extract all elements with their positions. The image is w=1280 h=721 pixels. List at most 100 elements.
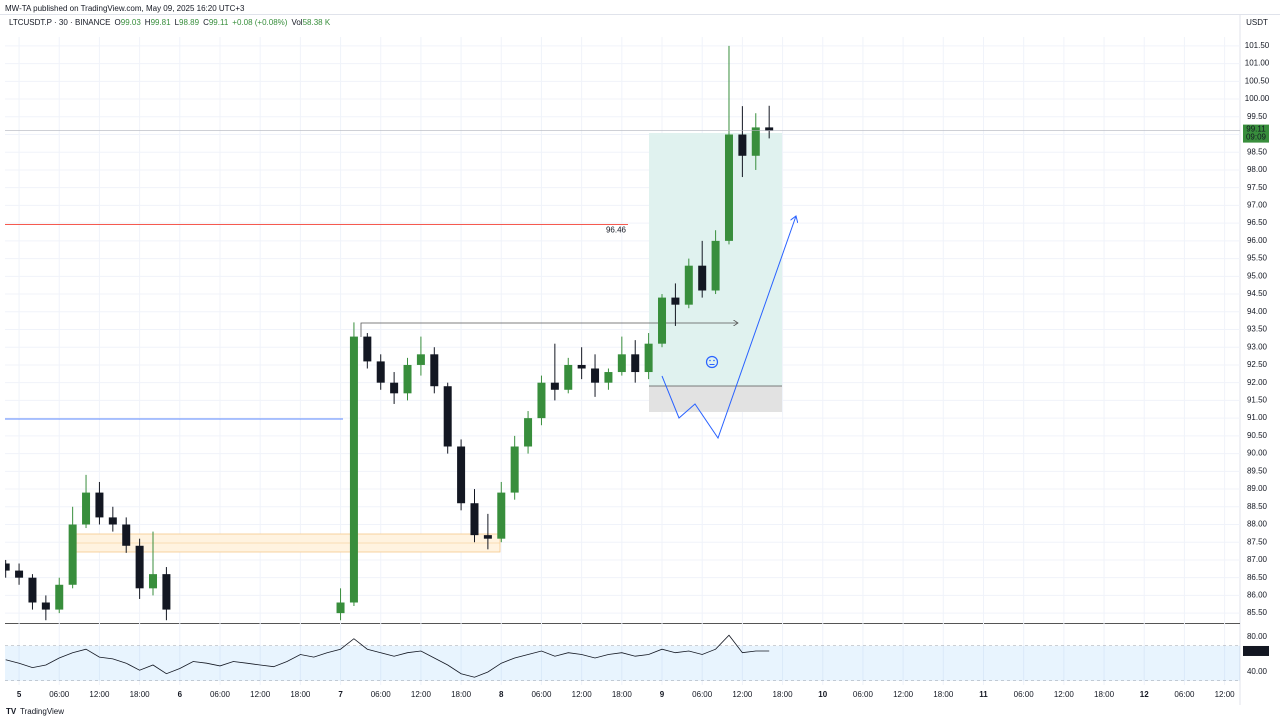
stop-zone <box>649 386 782 412</box>
candle-body <box>765 127 774 131</box>
ohlc-value: 98.89 <box>179 18 200 27</box>
candle-body <box>564 364 573 390</box>
candle-body <box>671 297 680 305</box>
x-tick-label: 06:00 <box>210 690 231 699</box>
x-tick-label: 06:00 <box>692 690 713 699</box>
candle-body <box>604 372 613 383</box>
x-tick-label: 12:00 <box>411 690 432 699</box>
legend: LTCUSDT.P · 30 · BINANCE O99.03 H99.81 L98.… <box>9 18 331 27</box>
x-tick-label: 18:00 <box>451 690 472 699</box>
volume-label: Vol <box>291 18 302 27</box>
y-tick-label: 88.50 <box>1247 502 1268 511</box>
x-tick-label: 6 <box>178 690 183 699</box>
candle-body <box>108 517 117 525</box>
y-tick-label: 92.50 <box>1247 360 1268 369</box>
y-tick-label: 94.00 <box>1247 307 1268 316</box>
candle-body <box>41 602 50 610</box>
y-tick-label: 86.50 <box>1247 573 1268 582</box>
ohlc-label: C <box>203 18 209 27</box>
volume: 58.38 K <box>303 18 331 27</box>
candle-body <box>122 524 131 546</box>
x-tick-label: 18:00 <box>1094 690 1115 699</box>
candle-body <box>430 354 439 387</box>
y-tick-label: 92.00 <box>1247 378 1268 387</box>
y-tick-label: 101.50 <box>1245 41 1270 50</box>
candle-body <box>577 364 586 369</box>
x-tick-label: 12:00 <box>1215 690 1236 699</box>
candle-body <box>68 524 77 585</box>
y-tick-label: 88.00 <box>1247 520 1268 529</box>
candle-body <box>738 134 747 156</box>
y-tick-label: 93.00 <box>1247 342 1268 351</box>
breakout-arrow <box>360 323 738 337</box>
level-label: 96.46 <box>606 226 627 235</box>
price-pane: 96.46 <box>5 45 1240 621</box>
y-tick-label: 100.50 <box>1245 76 1270 85</box>
candle-body <box>711 240 720 291</box>
candle-body <box>724 134 733 241</box>
candle-body <box>336 602 345 614</box>
candle-body <box>403 364 412 394</box>
candle-body <box>15 570 24 578</box>
countdown: 09:09 <box>1246 133 1267 142</box>
candle-body <box>524 418 533 447</box>
axes: 85.50 86.00 86.50 87.00 87.50 88.00 88.50 89.00… <box>17 41 1270 699</box>
candle-body <box>658 297 667 344</box>
x-tick-label: 7 <box>338 690 343 699</box>
y-tick-label: 87.50 <box>1247 537 1268 546</box>
x-tick-label: 18:00 <box>290 690 311 699</box>
rsi-band <box>5 645 1240 681</box>
y-tick-label: 97.00 <box>1247 201 1268 210</box>
candle-body <box>349 336 358 603</box>
candle-body <box>510 446 519 493</box>
y-tick-label: 89.50 <box>1247 466 1268 475</box>
x-tick-label: 8 <box>499 690 504 699</box>
candle-body <box>82 492 91 525</box>
candle-body <box>751 127 760 156</box>
rsi-tick-label: 40.00 <box>1247 667 1268 676</box>
x-tick-label: 12:00 <box>89 690 110 699</box>
emoji-icon <box>705 355 719 369</box>
candle-body <box>497 492 506 539</box>
y-tick-label: 99.50 <box>1247 112 1268 121</box>
candle-body <box>376 361 385 383</box>
y-tick-label: 97.50 <box>1247 183 1268 192</box>
y-tick-label: 94.50 <box>1247 289 1268 298</box>
ohlc-value: 99.11 <box>209 18 229 27</box>
x-tick-label: 06:00 <box>1014 690 1035 699</box>
y-tick-label: 95.50 <box>1247 254 1268 263</box>
x-tick-label: 10 <box>818 690 827 699</box>
candle-body <box>443 386 452 447</box>
rsi-last-box <box>1243 645 1269 656</box>
x-tick-label: 9 <box>660 690 665 699</box>
y-tick-label: 98.50 <box>1247 147 1268 156</box>
candle-body <box>483 535 492 539</box>
candle-body <box>363 336 372 362</box>
y-tick-label: 89.00 <box>1247 484 1268 493</box>
candle-body <box>631 354 640 373</box>
rsi-tick-label: 80.00 <box>1247 632 1268 641</box>
candle-body <box>149 574 158 589</box>
y-tick-label: 98.00 <box>1247 165 1268 174</box>
rsi-line <box>5 634 770 678</box>
y-tick-label: 91.50 <box>1247 396 1268 405</box>
y-tick-label: 93.50 <box>1247 325 1268 334</box>
candle-body <box>684 265 693 305</box>
x-tick-label: 06:00 <box>1174 690 1195 699</box>
y-tick-label: 86.00 <box>1247 591 1268 600</box>
brand: TradingView <box>20 707 64 716</box>
rsi-pane <box>5 634 1240 682</box>
y-tick-label: 96.50 <box>1247 218 1268 227</box>
x-tick-label: 06:00 <box>49 690 70 699</box>
x-tick-label: 12:00 <box>250 690 271 699</box>
y-tick-label: 90.50 <box>1247 431 1268 440</box>
x-tick-label: 12:00 <box>572 690 593 699</box>
ohlc-label: O <box>115 18 121 27</box>
y-tick-label: 90.00 <box>1247 449 1268 458</box>
x-tick-label: 06:00 <box>853 690 874 699</box>
ohlc-value: 99.03 <box>121 18 142 27</box>
y-tick-label: 91.00 <box>1247 413 1268 422</box>
x-tick-label: 18:00 <box>612 690 633 699</box>
